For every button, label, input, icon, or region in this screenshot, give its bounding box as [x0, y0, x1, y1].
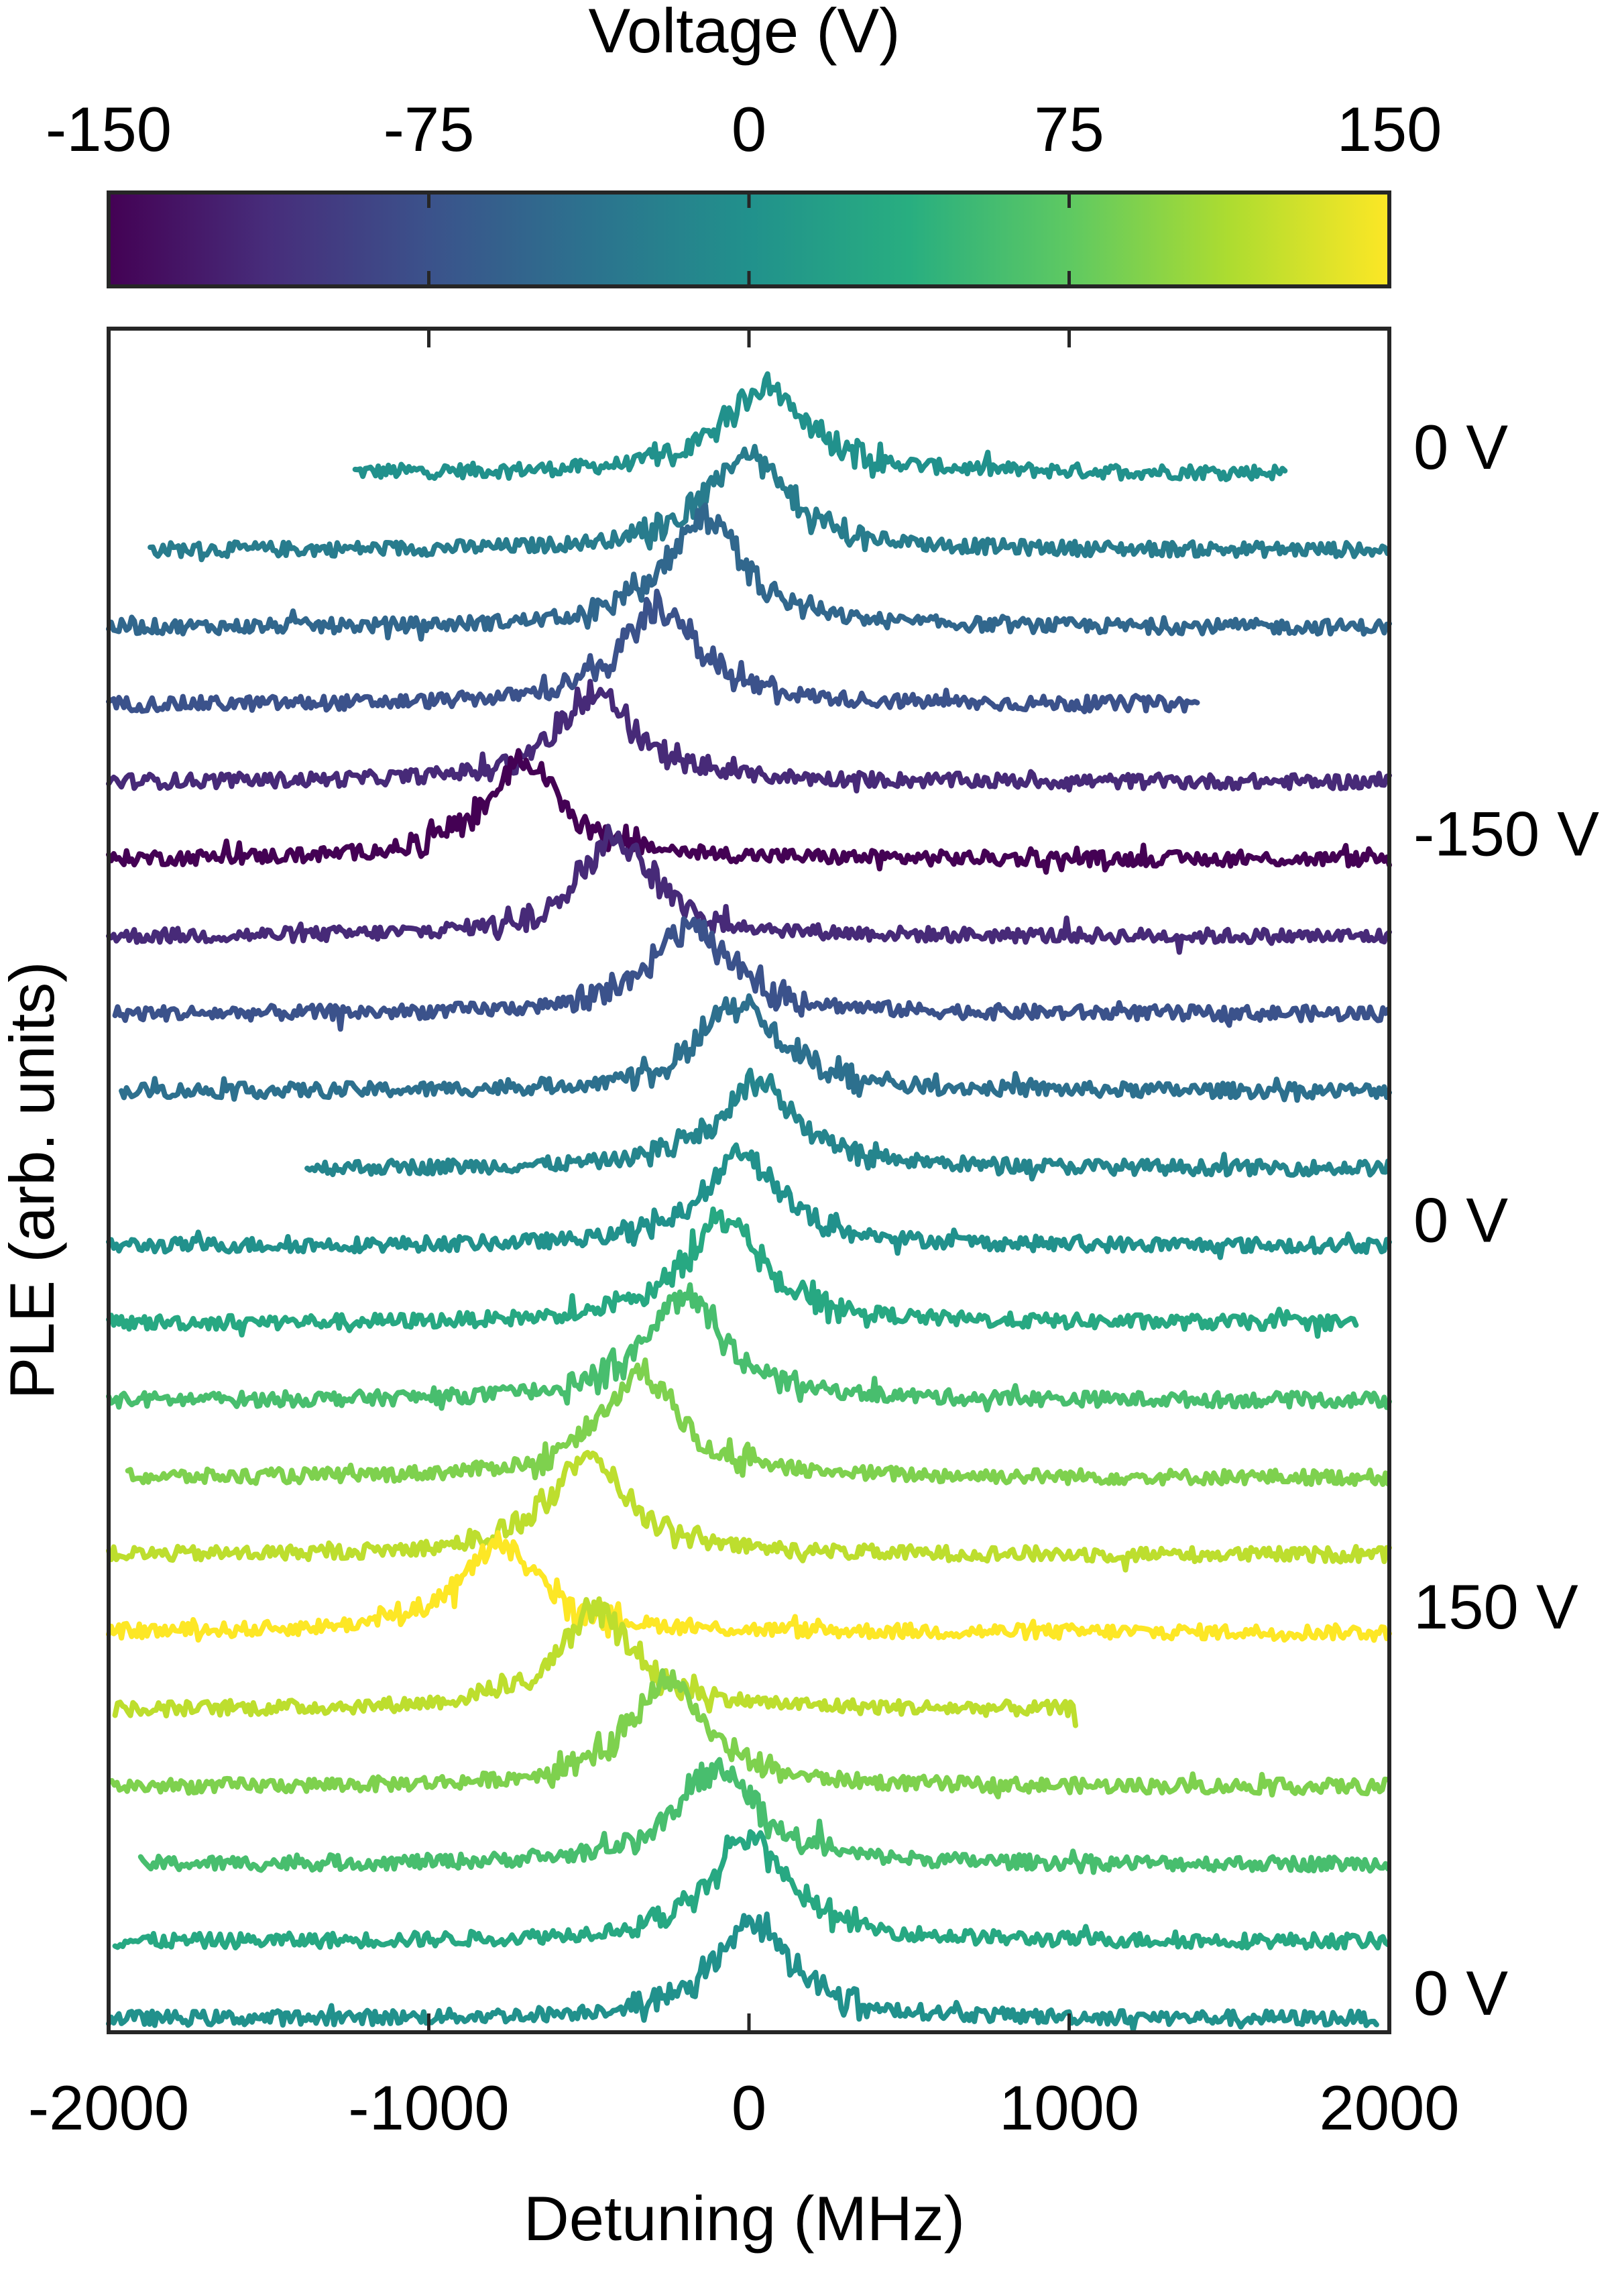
- ple-spectrum-line: [112, 1829, 1391, 1951]
- voltage-annotation: 0 V: [1413, 412, 1508, 482]
- colorbar-tick-label: -75: [384, 94, 475, 164]
- ple-spectrum-line: [106, 502, 1392, 642]
- ple-spectrum-line: [106, 1282, 1392, 1413]
- ple-spectrum-line: [112, 916, 1391, 1032]
- ple-spectrum-line: [125, 1357, 1391, 1487]
- colorbar-tick-label: 0: [732, 94, 766, 164]
- colorbar-tick-label: 75: [1034, 94, 1104, 164]
- colorbar-ticks: [107, 192, 1391, 286]
- ple-spectrum-line: [148, 443, 1391, 563]
- voltage-annotation: 150 V: [1413, 1571, 1578, 1642]
- x-axis-ticks: [107, 329, 1391, 2032]
- x-tick-label: -1000: [348, 2072, 509, 2143]
- voltage-annotation: 0 V: [1413, 1958, 1508, 2028]
- voltage-annotation: -150 V: [1413, 798, 1599, 869]
- colorbar: Voltage (V) -150 -75 0 75 150: [46, 0, 1442, 288]
- colorbar-tick-labels: -150 -75 0 75 150: [46, 94, 1442, 164]
- ple-spectrum-line: [109, 1668, 1391, 1799]
- ple-spectrum-line: [106, 1449, 1392, 1573]
- series-layer: [106, 371, 1392, 2033]
- y-axis-label: PLE (arb. units): [0, 961, 67, 1399]
- ple-spectrum-line: [106, 679, 1392, 793]
- ple-spectrum-line: [106, 1911, 1379, 2033]
- ple-spectrum-line: [106, 1142, 1392, 1260]
- x-tick-label: 2000: [1319, 2072, 1459, 2143]
- plot-area: -2000 -1000 0 1000 2000 0 V -150 V 0 V 150 V 0 V: [28, 327, 1599, 2143]
- ple-spectrum-line: [106, 1530, 1392, 1643]
- ple-spectrum-line: [112, 1596, 1078, 1728]
- ple-spectrum-line: [119, 993, 1392, 1103]
- colorbar-tick-label: 150: [1337, 94, 1442, 164]
- x-axis-label: Detuning (MHz): [524, 2183, 965, 2254]
- ple-spectrum-line: [106, 748, 1392, 875]
- x-tick-label: 1000: [999, 2072, 1139, 2143]
- ple-spectrum-line: [304, 1067, 1391, 1182]
- colorbar-tick-label: -150: [46, 94, 172, 164]
- x-tick-label: 0: [732, 2072, 766, 2143]
- ple-spectrum-line: [106, 588, 1200, 714]
- colorbar-gradient: [107, 190, 1391, 288]
- ple-spectrum-line: [106, 1206, 1359, 1339]
- voltage-annotation: 0 V: [1413, 1185, 1508, 1256]
- colorbar-label: Voltage (V): [588, 0, 900, 66]
- voltage-annotations: 0 V -150 V 0 V 150 V 0 V: [1413, 412, 1599, 2028]
- x-axis-tick-labels: -2000 -1000 0 1000 2000: [28, 2072, 1460, 2143]
- ple-spectrum-line: [106, 824, 1392, 955]
- ple-spectrum-line: [352, 371, 1288, 482]
- x-tick-label: -2000: [28, 2072, 189, 2143]
- ple-spectrum-line: [137, 1757, 1391, 1875]
